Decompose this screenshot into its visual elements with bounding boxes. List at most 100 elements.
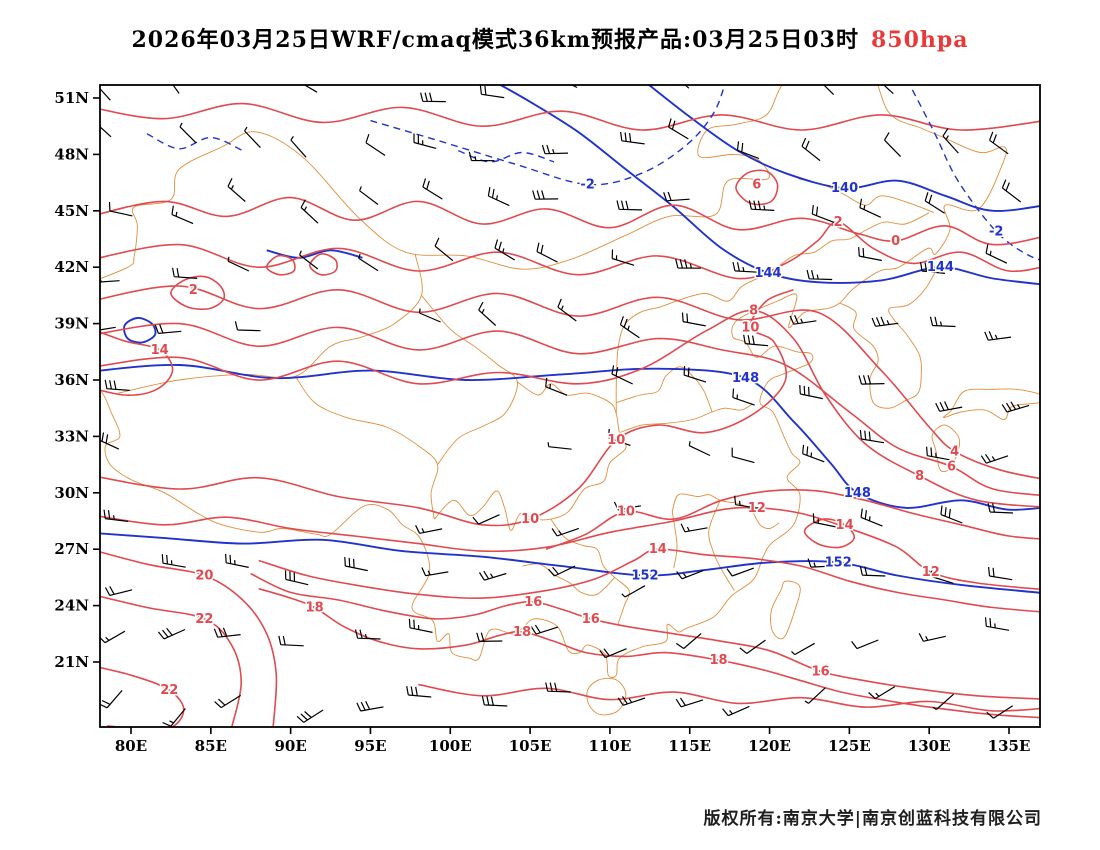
temperature-contour-line <box>100 506 1040 590</box>
negative-temperature-contour-line <box>370 85 726 186</box>
wind-barb <box>980 453 1009 464</box>
wind-barb <box>100 87 111 101</box>
contour-value-label: 152 <box>825 555 852 570</box>
wind-barb <box>100 326 116 331</box>
contour-value-label: 2 <box>834 215 843 230</box>
wind-barb <box>179 122 197 144</box>
wind-barb <box>940 505 963 524</box>
wind-barb <box>478 301 497 326</box>
wind-barb <box>303 85 318 93</box>
wind-barb <box>668 118 689 140</box>
wind-barb <box>942 128 959 154</box>
x-tick-label: 135E <box>988 737 1031 755</box>
wind-barb <box>1001 401 1030 413</box>
wind-barb <box>984 617 1010 631</box>
x-tick-label: 95E <box>354 737 386 755</box>
contour-value-label: 14 <box>151 343 169 358</box>
hainan-island <box>586 677 627 716</box>
wind-barb <box>365 134 386 156</box>
taiwan-island <box>770 580 801 640</box>
wind-barb <box>472 514 500 525</box>
wind-barb <box>688 441 711 457</box>
wind-barb <box>676 569 704 580</box>
height-contour-line <box>647 85 1040 212</box>
temperature-contour-line <box>308 253 338 276</box>
temperature-contour-line <box>418 683 1040 712</box>
province-boundary <box>619 404 753 434</box>
wind-barb <box>619 54 637 76</box>
wind-barb <box>213 627 241 638</box>
wind-barb <box>932 693 954 711</box>
wind-barb <box>418 308 441 323</box>
wind-barb <box>801 137 821 162</box>
wind-barb <box>234 321 261 332</box>
y-tick-label: 30N <box>54 484 89 502</box>
wind-barb <box>172 85 180 94</box>
wind-barb <box>732 388 755 406</box>
y-tick-label: 21N <box>54 653 89 671</box>
contour-value-label: 6 <box>947 460 956 475</box>
wind-barb <box>743 334 769 347</box>
wind-barb <box>613 501 642 511</box>
wind-barb <box>100 630 126 644</box>
x-tick-label: 100E <box>429 737 472 755</box>
x-tick-label: 85E <box>195 737 227 755</box>
wind-barb <box>617 696 646 706</box>
wind-barb <box>751 51 762 77</box>
height-contour-line <box>123 317 157 344</box>
temperature-contour-line <box>258 548 1040 613</box>
contour-value-label: 144 <box>754 266 781 281</box>
chart-title: 2026年03月25日WRF/cmaq模式36km预报产品:03月25日03时 8… <box>0 22 1100 54</box>
wind-barb <box>926 446 951 461</box>
x-tick-label: 110E <box>589 737 632 755</box>
temperature-contour-line <box>100 221 1040 280</box>
wind-barb <box>354 629 381 640</box>
wind-barb <box>868 686 896 700</box>
wind-barb <box>608 428 631 446</box>
x-tick-label: 105E <box>509 737 552 755</box>
temperature-contour-line <box>100 331 174 396</box>
wind-barb <box>675 633 702 649</box>
contour-value-label: 16 <box>582 612 600 627</box>
wind-barb <box>545 682 571 693</box>
wind-barb <box>883 132 902 158</box>
x-tick-label: 90E <box>274 737 306 755</box>
wind-barb <box>620 131 645 145</box>
wind-barb <box>227 256 250 272</box>
y-tick-label: 24N <box>54 597 89 615</box>
wind-barb <box>548 565 576 577</box>
temperature-contour-line <box>100 196 1040 246</box>
contour-value-label: 10 <box>521 512 539 527</box>
wind-barb <box>860 508 883 527</box>
contour-value-label: 144 <box>927 260 954 275</box>
wind-barb <box>802 444 825 463</box>
contour-value-label: 14 <box>836 518 854 533</box>
wind-barb <box>985 244 1008 264</box>
wind-barbs <box>100 51 1030 727</box>
wind-barb <box>420 92 446 103</box>
province-boundary <box>522 563 616 596</box>
contour-value-label: 148 <box>732 371 759 386</box>
x-tick-label: 125E <box>828 737 871 755</box>
wind-barb <box>530 624 559 635</box>
temperature-contour-line <box>545 488 1040 550</box>
wind-barb <box>494 239 516 261</box>
contour-value-label: 6 <box>752 178 761 193</box>
wind-barb <box>823 85 835 96</box>
wind-barb <box>683 366 707 383</box>
wind-barb <box>468 151 495 162</box>
wind-barb <box>284 570 309 586</box>
wind-barb <box>811 205 835 223</box>
contour-value-label: 10 <box>741 320 759 335</box>
chart-title-text: 2026年03月25日WRF/cmaq模式36km预报产品:03月25日03时 <box>131 27 859 53</box>
y-tick-label: 33N <box>54 427 89 445</box>
wind-barb <box>359 186 379 205</box>
x-tick-label: 130E <box>908 737 951 755</box>
wind-barb <box>545 377 568 396</box>
contour-value-label: 2 <box>189 283 198 298</box>
wind-barb <box>557 298 577 322</box>
plot-frame <box>99 84 1041 728</box>
wind-barb <box>356 700 384 712</box>
temperature-contours <box>100 85 1040 727</box>
